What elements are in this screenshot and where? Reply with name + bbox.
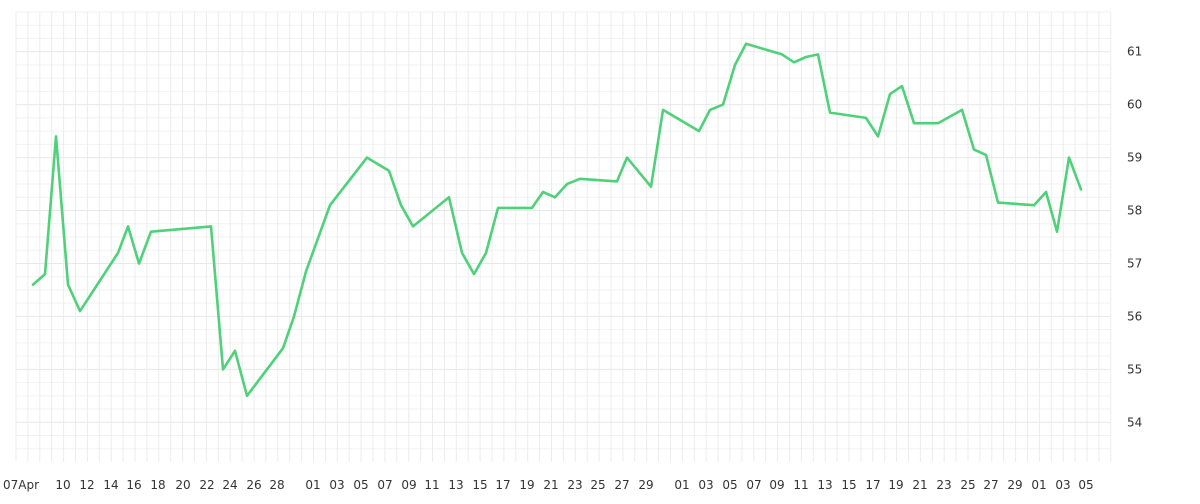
x-tick-label: 07 [746,478,761,492]
x-tick-label: 01 [674,478,689,492]
x-tick-label: 01 [1031,478,1046,492]
x-tick-label: 13 [817,478,832,492]
y-axis: 54 55 56 57 58 59 60 61 [1127,45,1142,430]
x-tick-label: 27 [614,478,629,492]
x-tick-label: 25 [960,478,975,492]
x-tick-label: 11 [424,478,439,492]
x-tick-label: 07 [377,478,392,492]
y-tick-label: 59 [1127,151,1142,165]
x-tick-label: 20 [175,478,190,492]
x-tick-label: 21 [912,478,927,492]
series-line [31,42,1083,398]
series-layer [31,42,1083,398]
x-tick-label: 24 [222,478,237,492]
x-tick-label: 11 [793,478,808,492]
x-tick-label: 09 [401,478,416,492]
x-tick-label: 26 [246,478,261,492]
x-tick-label: 07Apr [3,478,39,492]
x-tick-label: 05 [1078,478,1093,492]
x-tick-label: 25 [590,478,605,492]
x-tick-label: 16 [126,478,141,492]
x-tick-label: 15 [841,478,856,492]
x-tick-label: 18 [150,478,165,492]
x-tick-label: 17 [495,478,510,492]
x-tick-label: 29 [1007,478,1022,492]
y-tick-label: 60 [1127,98,1142,112]
y-tick-label: 54 [1127,415,1142,429]
x-tick-label: 29 [638,478,653,492]
horizontal-grid [16,11,1111,450]
x-tick-label: 21 [543,478,558,492]
y-tick-label: 57 [1127,256,1142,270]
x-tick-label: 03 [1055,478,1070,492]
y-tick-label: 58 [1127,204,1142,218]
x-tick-label: 12 [79,478,94,492]
x-tick-label: 28 [269,478,284,492]
x-tick-label: 23 [936,478,951,492]
x-tick-label: 19 [888,478,903,492]
y-tick-label: 61 [1127,45,1142,59]
x-tick-label: 03 [698,478,713,492]
x-tick-label: 05 [353,478,368,492]
x-tick-label: 17 [865,478,880,492]
x-tick-label: 23 [567,478,582,492]
x-axis: 07Apr 10 12 14 16 18 20 22 24 26 28 01 03 05 07 09 11 13 1… [3,478,1094,492]
x-tick-label: 22 [199,478,214,492]
x-tick-label: 05 [722,478,737,492]
x-tick-label: 09 [769,478,784,492]
y-tick-label: 55 [1127,362,1142,376]
x-tick-label: 27 [983,478,998,492]
x-tick-label: 03 [329,478,344,492]
x-tick-label: 15 [472,478,487,492]
x-tick-label: 10 [55,478,70,492]
x-tick-label: 19 [519,478,534,492]
x-tick-label: 14 [103,478,118,492]
x-tick-label: 13 [448,478,463,492]
x-tick-label: 01 [305,478,320,492]
y-tick-label: 56 [1127,309,1142,323]
